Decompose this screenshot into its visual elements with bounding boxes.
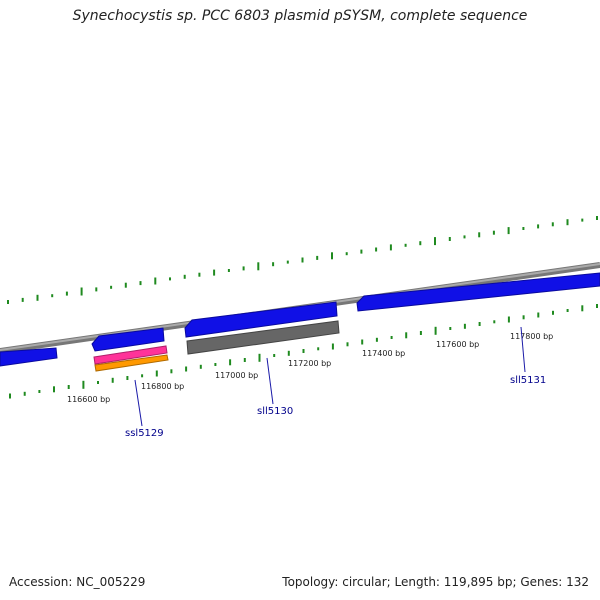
scale-label: 117400 bp (362, 349, 405, 358)
gene-arrow[interactable] (184, 301, 338, 338)
scale-label: 117600 bp (436, 340, 479, 349)
gene-label[interactable]: sll5131 (510, 375, 546, 386)
gene-arrow[interactable] (0, 347, 58, 367)
accession-text: Accession: NC_005229 (9, 575, 146, 589)
scale-label: 116600 bp (67, 395, 110, 404)
map-title: Synechocystis sp. PCC 6803 plasmid pSYSM… (72, 8, 528, 24)
pseudogene-bar[interactable] (186, 320, 340, 355)
feature-bar-pink[interactable] (93, 345, 168, 365)
gene-leader-line (134, 379, 143, 427)
gene-arrow[interactable] (91, 327, 165, 352)
feature-bar-orange[interactable] (94, 354, 169, 372)
gene-label[interactable]: ssl5129 (125, 428, 164, 439)
scale-label: 117800 bp (510, 332, 553, 341)
gene-arrow[interactable] (356, 272, 600, 312)
gene-leader-line (520, 326, 526, 373)
scale-label: 116800 bp (141, 382, 184, 391)
gc-track-upper (7, 216, 598, 304)
scale-label: 117000 bp (215, 371, 258, 380)
gc-track-lower (9, 304, 598, 399)
gene-label[interactable]: sll5130 (257, 406, 293, 417)
scale-label: 117200 bp (288, 359, 331, 368)
topology-stats-text: Topology: circular; Length: 119,895 bp; … (282, 575, 589, 589)
gene-leader-line (266, 357, 274, 405)
